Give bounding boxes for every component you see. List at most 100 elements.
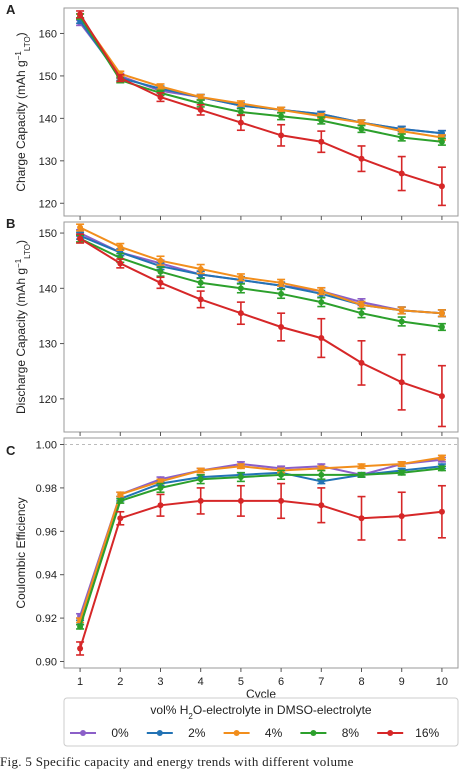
series-16pct xyxy=(76,233,446,428)
legend-swatch-marker xyxy=(233,730,240,736)
series-line xyxy=(79,20,443,135)
y-tick-label: 140 xyxy=(39,283,57,295)
data-point xyxy=(157,502,164,509)
data-point xyxy=(398,134,405,141)
data-point xyxy=(237,463,244,470)
y-tick-label: 130 xyxy=(39,156,57,168)
data-point xyxy=(77,11,84,18)
data-point xyxy=(117,491,124,498)
data-point xyxy=(278,290,285,297)
data-point xyxy=(197,476,204,483)
data-point xyxy=(157,94,164,101)
legend-item: 4% xyxy=(223,726,283,740)
y-tick-label: 150 xyxy=(39,228,57,240)
y-tick-label: 120 xyxy=(39,198,57,210)
data-point xyxy=(438,465,445,472)
data-point xyxy=(278,132,285,139)
y-axis-label-sub: LTO xyxy=(23,244,32,259)
y-tick-label: 150 xyxy=(39,71,57,83)
x-tick-label: 1 xyxy=(77,676,83,688)
data-point xyxy=(398,318,405,325)
data-point xyxy=(318,117,325,124)
legend-title-text: O-electrolyte in DMSO-electrolyte xyxy=(193,703,372,717)
y-tick-label: 0.92 xyxy=(36,613,57,625)
data-point xyxy=(358,119,365,126)
data-point xyxy=(197,279,204,286)
y-tick-label: 140 xyxy=(39,113,57,125)
data-point xyxy=(398,469,405,476)
x-tick-label: 8 xyxy=(358,676,364,688)
x-tick-label: 10 xyxy=(436,676,448,688)
data-point xyxy=(438,324,445,330)
plot-area xyxy=(63,7,459,217)
data-point xyxy=(77,645,84,652)
series-8pct xyxy=(76,234,446,332)
y-axis-label-text: Discharge Capacity (mAh g xyxy=(14,268,28,414)
data-point xyxy=(398,170,405,177)
data-point xyxy=(237,109,244,115)
data-point xyxy=(197,497,204,504)
data-point xyxy=(278,471,285,478)
data-point xyxy=(157,279,164,286)
data-point xyxy=(197,106,204,113)
data-point xyxy=(278,279,285,286)
y-axis-label-sup: −1 xyxy=(14,51,23,61)
data-point xyxy=(197,296,204,303)
legend-swatch-marker xyxy=(387,730,394,736)
data-point xyxy=(358,359,365,366)
y-tick-label: 130 xyxy=(39,339,57,351)
data-point xyxy=(197,265,204,272)
x-tick-label: 2 xyxy=(117,676,123,688)
legend-item: 8% xyxy=(300,726,359,740)
y-tick-label: 0.94 xyxy=(36,570,57,582)
data-point xyxy=(77,235,84,242)
series-16pct xyxy=(76,10,446,207)
data-point xyxy=(278,106,285,113)
y-axis-label-close: ) xyxy=(14,240,28,244)
data-point xyxy=(117,497,124,504)
legend-swatch-marker xyxy=(156,730,163,736)
data-point xyxy=(77,623,84,630)
legend-swatch-marker xyxy=(80,730,86,736)
data-point xyxy=(117,260,124,267)
y-tick-label: 1.00 xyxy=(36,440,57,452)
x-tick-label: 9 xyxy=(399,676,405,688)
y-axis-label: Discharge Capacity (mAh g−1LTO) xyxy=(14,240,32,414)
data-point xyxy=(318,471,325,478)
legend-title-sub: 2 xyxy=(188,712,193,721)
y-tick-label: 0.98 xyxy=(36,483,57,495)
data-point xyxy=(438,310,445,317)
y-tick-label: 120 xyxy=(39,394,57,406)
legend-label: 2% xyxy=(188,726,206,740)
series-line xyxy=(79,237,443,398)
data-point xyxy=(318,138,325,145)
panel-b: B 120 130 140 150 Discharge Capacity (mAh g−1… xyxy=(6,216,459,436)
data-point xyxy=(157,268,164,275)
series-line xyxy=(79,458,443,617)
data-point xyxy=(278,324,285,330)
y-axis-label-text: Charge Capacity (mAh g xyxy=(14,60,28,191)
series-16pct xyxy=(76,482,446,656)
y-tick-label: 160 xyxy=(39,28,57,40)
data-point xyxy=(358,301,365,308)
y-axis-label-close: ) xyxy=(14,32,28,36)
x-tick-label: 4 xyxy=(198,676,204,688)
series-line xyxy=(79,467,443,628)
x-tick-label: 7 xyxy=(318,676,324,688)
data-point xyxy=(157,83,164,90)
data-point xyxy=(237,497,244,504)
legend-label: 8% xyxy=(342,726,360,740)
data-point xyxy=(117,515,124,522)
data-point xyxy=(398,379,405,386)
data-point xyxy=(237,274,244,281)
data-point xyxy=(237,285,244,292)
legend: vol% H2O-electrolyte in DMSO-electrolyte… xyxy=(63,697,459,747)
legend-label: 0% xyxy=(111,726,129,740)
data-point xyxy=(358,471,365,478)
data-point xyxy=(398,128,405,135)
plot-area xyxy=(63,221,459,433)
legend-title: vol% H2O-electrolyte in DMSO-electrolyte xyxy=(150,703,372,721)
data-point xyxy=(278,113,285,120)
series-line xyxy=(79,13,443,188)
